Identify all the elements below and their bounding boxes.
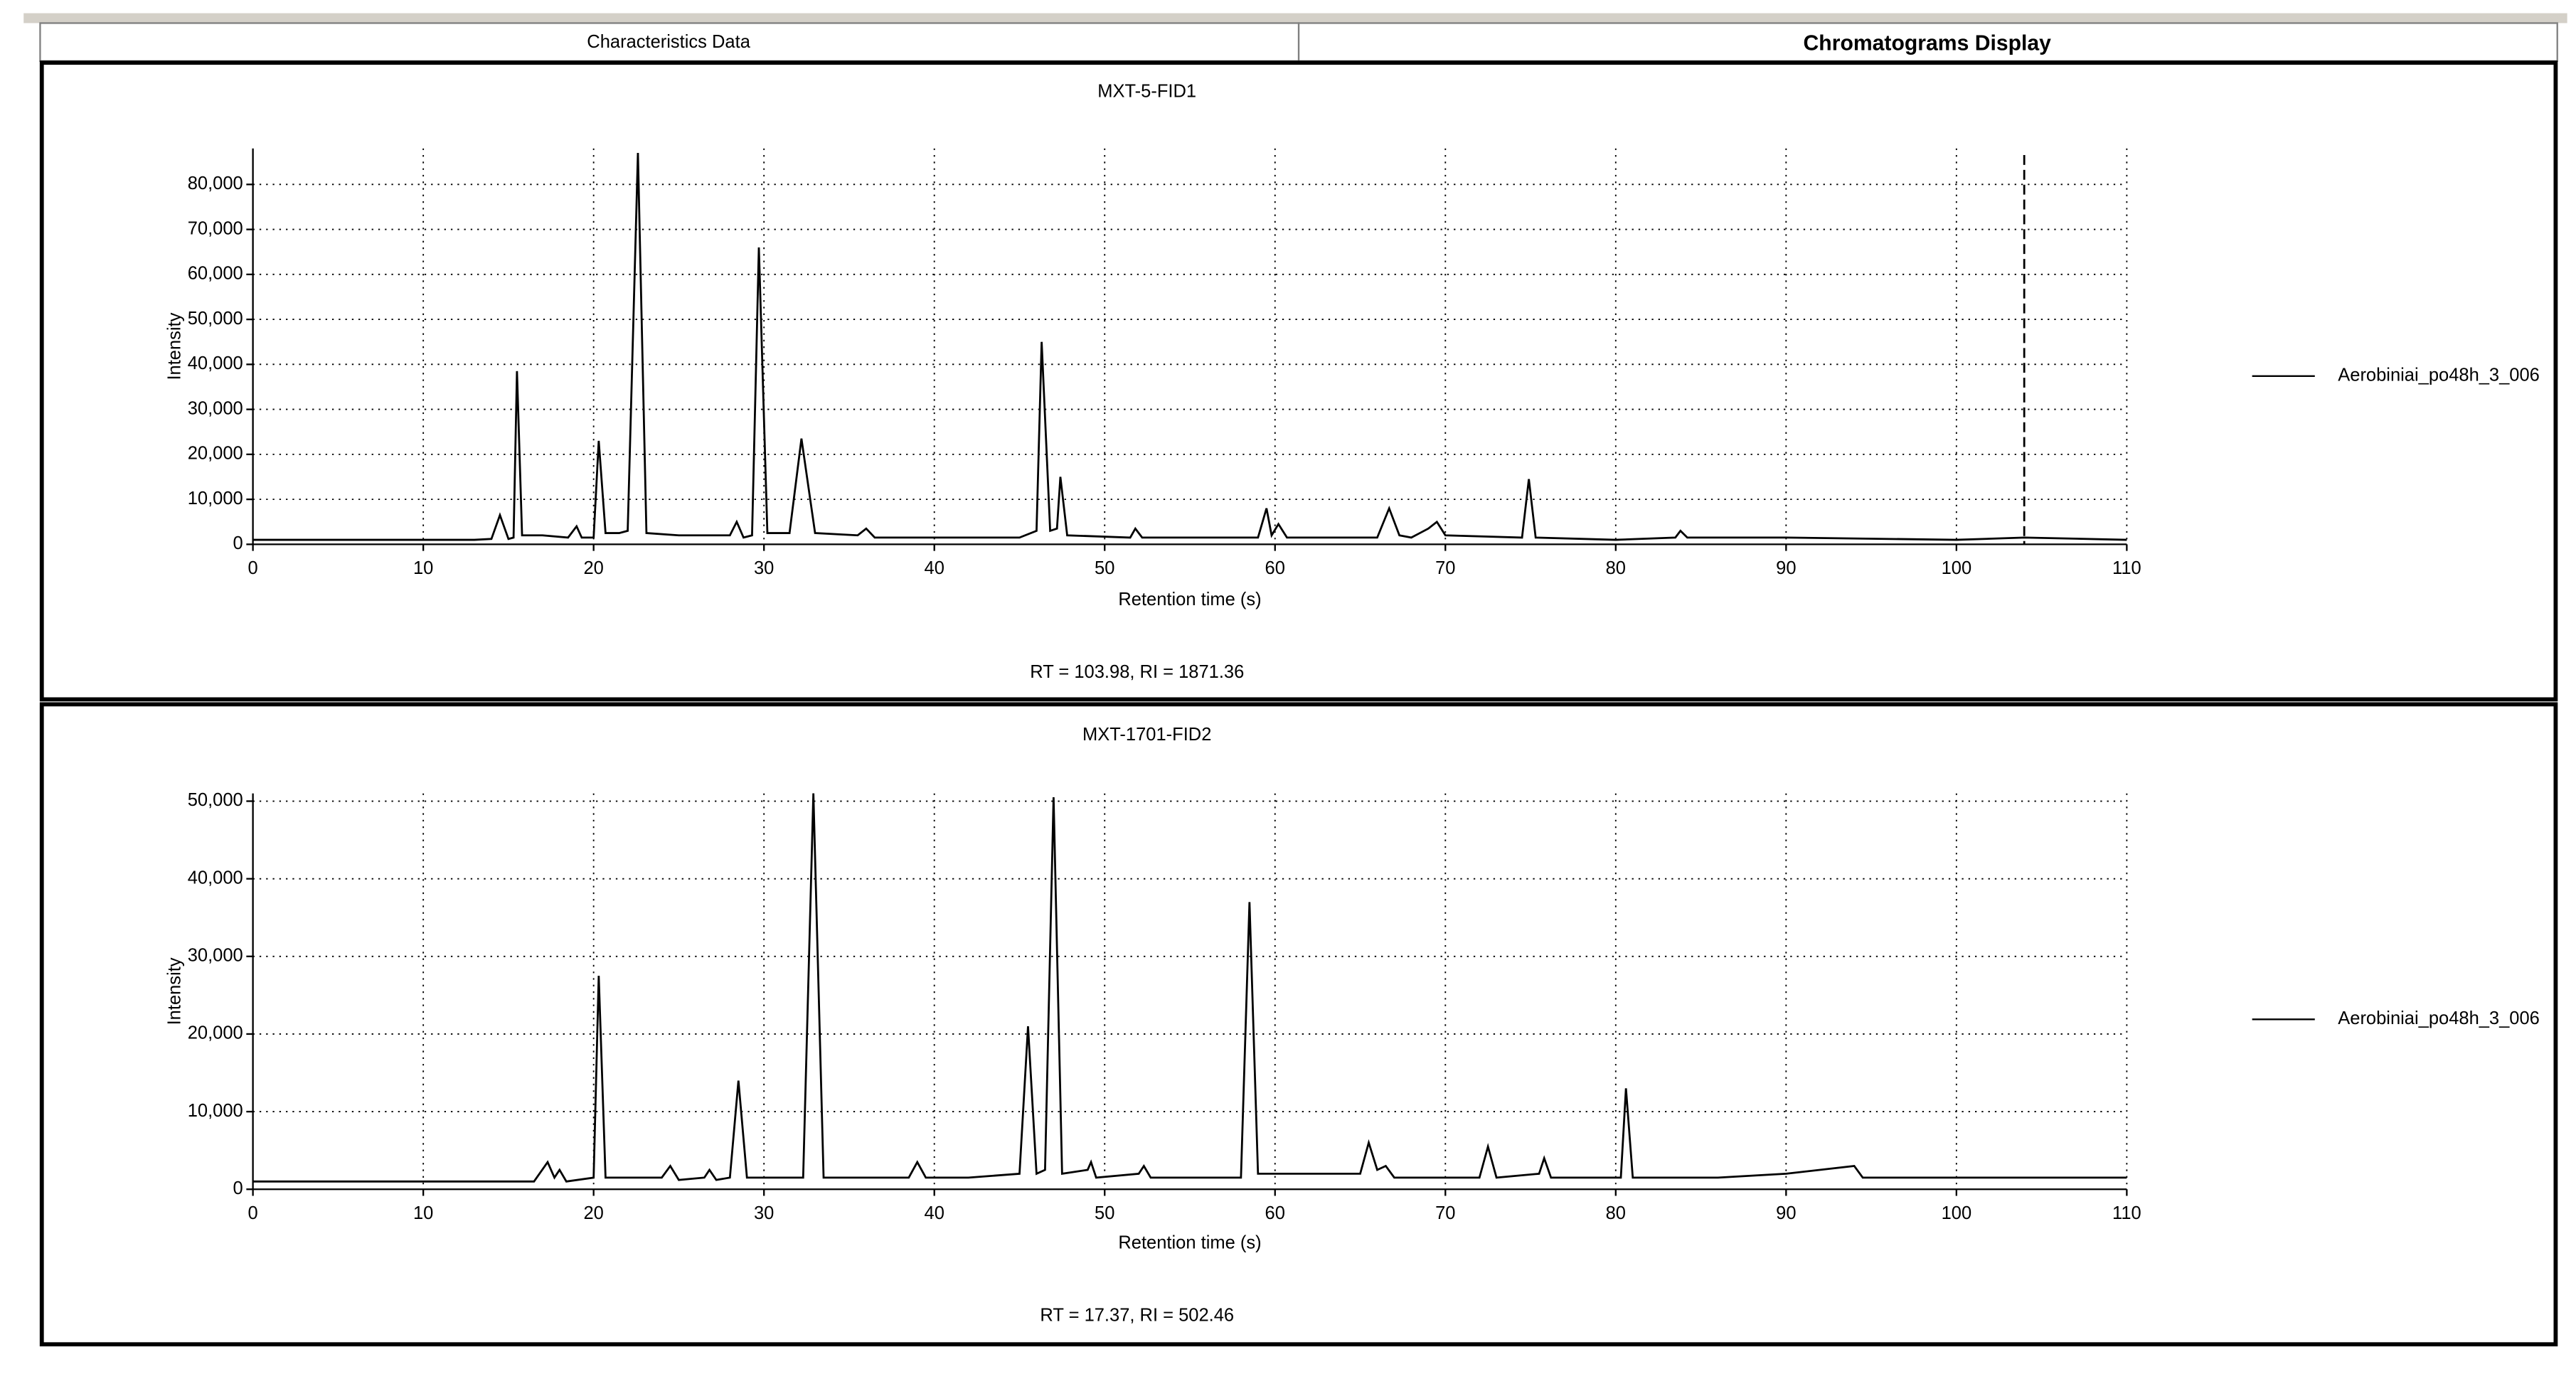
y-tick-label: 80,000 [188, 174, 243, 193]
y-tick-label: 50,000 [188, 309, 243, 329]
y-tick-label: 60,000 [188, 264, 243, 284]
cursor-readout: RT = 103.98, RI = 1871.36 [1030, 662, 1244, 682]
top-strip [23, 13, 2567, 23]
y-tick-label: 10,000 [188, 489, 243, 508]
data-line [252, 153, 2127, 541]
chart-title: MXT-5-FID1 [1097, 82, 1196, 102]
tab[interactable] [1297, 22, 2558, 62]
x-tick-label: 60 [1265, 558, 1285, 578]
x-tick-label: 50 [1095, 1203, 1114, 1223]
x-tick-label: 110 [2112, 1203, 2141, 1223]
x-axis-label: Retention time (s) [1118, 590, 1261, 609]
x-tick-label: 80 [1606, 558, 1626, 578]
x-tick-label: 30 [754, 1203, 774, 1223]
x-tick-label: 90 [1776, 558, 1796, 578]
legend-label: Aerobiniai_po48h_3_006 [2338, 366, 2540, 385]
x-tick-label: 20 [583, 558, 603, 578]
x-tick-label: 60 [1265, 1203, 1285, 1223]
chart-title: MXT-1701-FID2 [1082, 725, 1211, 745]
x-tick-label: 50 [1095, 558, 1114, 578]
y-axis-label: Intensity [164, 312, 184, 380]
tab-bar: Characteristics Data Chromatograms Displ… [39, 22, 2558, 62]
x-tick-label: 70 [1435, 1203, 1455, 1223]
chart-panel [39, 702, 2558, 1347]
x-tick-label: 70 [1435, 558, 1455, 578]
chart: MXT-5-FID1 Intensity Retention time (s) RT … [164, 82, 2539, 682]
y-tick-label: 40,000 [188, 353, 243, 373]
x-tick-label: 90 [1776, 1203, 1796, 1223]
x-tick-label: 100 [1942, 1203, 1972, 1223]
x-tick-label: 0 [248, 1203, 258, 1223]
tab[interactable] [39, 22, 1300, 62]
chart-panel [39, 60, 2558, 702]
x-tick-label: 110 [2112, 558, 2141, 578]
x-axis-label: Retention time (s) [1118, 1233, 1261, 1253]
y-tick-label: 20,000 [188, 1023, 243, 1043]
x-tick-label: 40 [925, 1203, 944, 1223]
y-tick-label: 10,000 [188, 1101, 243, 1121]
y-tick-label: 70,000 [188, 218, 243, 238]
x-tick-label: 30 [754, 558, 774, 578]
x-tick-label: 80 [1606, 1203, 1626, 1223]
tab-label[interactable]: Characteristics Data [587, 32, 750, 52]
x-tick-label: 10 [413, 1203, 433, 1223]
cursor-readout: RT = 17.37, RI = 502.46 [1040, 1306, 1234, 1326]
y-axis-label: Intensity [164, 957, 184, 1025]
y-tick-label: 50,000 [188, 790, 243, 810]
x-tick-label: 100 [1942, 558, 1972, 578]
data-line [252, 793, 2127, 1183]
y-tick-label: 30,000 [188, 398, 243, 418]
y-tick-label: 0 [233, 533, 243, 553]
y-tick-label: 40,000 [188, 868, 243, 888]
y-tick-label: 0 [233, 1178, 243, 1198]
y-tick-label: 20,000 [188, 444, 243, 464]
x-tick-label: 40 [925, 558, 944, 578]
legend-label: Aerobiniai_po48h_3_006 [2338, 1008, 2540, 1028]
x-tick-label: 0 [248, 558, 258, 578]
y-tick-label: 30,000 [188, 946, 243, 966]
tab-label[interactable]: Chromatograms Display [1804, 32, 2052, 55]
x-tick-label: 20 [583, 1203, 603, 1223]
chart: MXT-1701-FID2 Intensity Retention time (s)… [164, 725, 2539, 1325]
x-tick-label: 10 [413, 558, 433, 578]
